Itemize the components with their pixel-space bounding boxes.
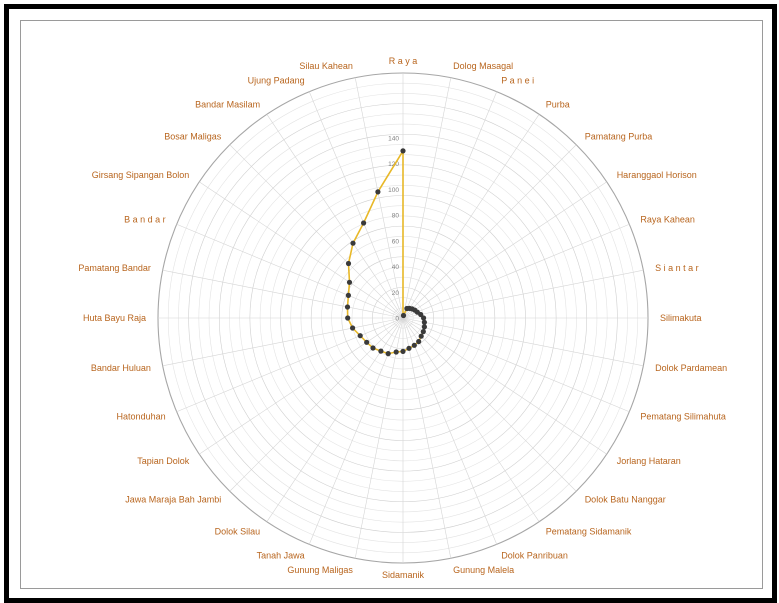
grid-spoke	[199, 317, 404, 455]
data-point	[400, 148, 406, 154]
category-label: Sidamanik	[382, 570, 425, 580]
category-label: Bandar Masilam	[195, 99, 260, 109]
data-point	[350, 325, 356, 331]
tick-label: 60	[392, 238, 400, 245]
category-label: Pamatang Purba	[585, 131, 653, 141]
tick-label: 0	[395, 316, 399, 323]
grid-spoke	[229, 317, 404, 492]
data-point	[406, 345, 412, 351]
category-label: Huta Bayu Raja	[83, 313, 146, 323]
grid-spoke	[402, 317, 630, 413]
category-label: Gunung Malela	[453, 565, 514, 575]
data-point	[416, 338, 422, 345]
grid-spoke	[402, 77, 452, 319]
data-point	[411, 342, 417, 348]
grid-spoke	[162, 317, 404, 367]
category-label: Haranggaol Horison	[617, 170, 697, 180]
data-point	[345, 260, 352, 267]
category-label: Pematang Silimahuta	[640, 411, 726, 421]
grid-spoke	[402, 223, 630, 319]
data-point	[345, 292, 351, 298]
data-point	[420, 329, 426, 335]
grid-spoke	[199, 181, 404, 319]
category-label: Bandar Huluan	[91, 363, 151, 373]
grid-spoke	[176, 223, 404, 319]
grid-spoke	[354, 77, 404, 319]
data-point	[346, 279, 353, 285]
tick-label: 140	[388, 136, 399, 143]
category-label: P a n e i	[501, 76, 534, 86]
tick-label: 100	[388, 187, 399, 194]
grid-spoke	[176, 317, 404, 413]
data-point	[361, 220, 367, 226]
data-point	[418, 311, 424, 318]
data-point	[375, 189, 381, 195]
category-label: Gunung Maligas	[287, 565, 353, 575]
category-labels: R a y a Dolog Masagal P a n e i Purba Pamata…	[78, 56, 727, 580]
radar-series	[344, 148, 427, 357]
category-label: Pamatang Bandar	[78, 263, 151, 273]
data-point	[421, 324, 427, 330]
grid-spoke	[354, 317, 404, 559]
category-label: Tapian Dolok	[137, 456, 190, 466]
category-label: Dolok Panribuan	[501, 550, 568, 560]
grid-spoke	[402, 317, 498, 545]
grid-spoke	[308, 91, 404, 319]
data-point	[364, 339, 370, 345]
category-label: Ujung Padang	[248, 76, 305, 86]
category-label: Tanah Jawa	[257, 550, 305, 560]
grid-spoke	[402, 317, 644, 367]
category-label: S i a n t a r	[655, 263, 699, 273]
grid-spoke	[162, 269, 404, 319]
grid-spoke	[402, 144, 577, 319]
data-point	[344, 304, 351, 310]
category-label: Bosar Maligas	[164, 131, 222, 141]
radar-spokes	[158, 73, 648, 563]
category-label: Dolok Batu Nanggar	[585, 495, 666, 505]
grid-spoke	[402, 317, 452, 559]
data-point	[393, 349, 399, 355]
grid-spoke	[229, 144, 404, 319]
grid-spoke	[402, 317, 577, 492]
category-label: Silimakuta	[660, 313, 702, 323]
data-point	[345, 315, 351, 321]
data-point	[370, 345, 376, 351]
data-point	[357, 333, 363, 339]
tick-label: 80	[392, 213, 400, 220]
data-point	[421, 319, 427, 325]
category-label: Jorlang Hataran	[617, 456, 681, 466]
tick-label: 20	[392, 290, 400, 297]
category-label: Raya Kahean	[640, 215, 695, 225]
grid-spoke	[266, 114, 404, 319]
grid-spoke	[402, 317, 540, 522]
category-label: Purba	[546, 99, 570, 109]
category-label: Hatonduhan	[117, 411, 166, 421]
category-label: Girsang Sipangan Bolon	[92, 170, 190, 180]
chart-frame: 0 20 40 60 80 100 120 140 R a y a Dolog Masagal P…	[4, 4, 777, 603]
tick-label: 40	[392, 264, 400, 271]
grid-spoke	[402, 269, 644, 319]
grid-spoke	[402, 181, 607, 319]
category-label: Pematang Sidamanik	[546, 527, 632, 537]
chart-area: 0 20 40 60 80 100 120 140 R a y a Dolog Masagal P…	[20, 20, 763, 589]
data-point	[400, 312, 407, 319]
category-label: B a n d a r	[124, 215, 166, 225]
data-point	[421, 315, 427, 321]
grid-spoke	[402, 91, 498, 319]
data-point	[418, 333, 424, 339]
data-point	[350, 240, 356, 246]
grid-spoke	[402, 317, 607, 455]
category-label: Dolok Pardamean	[655, 363, 727, 373]
category-label: Dolog Masagal	[453, 61, 513, 71]
data-point	[378, 348, 384, 354]
category-label: Jawa Maraja Bah Jambi	[125, 495, 221, 505]
category-label: Silau Kahean	[299, 61, 353, 71]
category-label: Dolok Silau	[215, 527, 261, 537]
category-label: R a y a	[389, 56, 418, 66]
grid-spoke	[402, 114, 540, 319]
data-point	[385, 351, 391, 357]
data-point	[400, 348, 406, 354]
